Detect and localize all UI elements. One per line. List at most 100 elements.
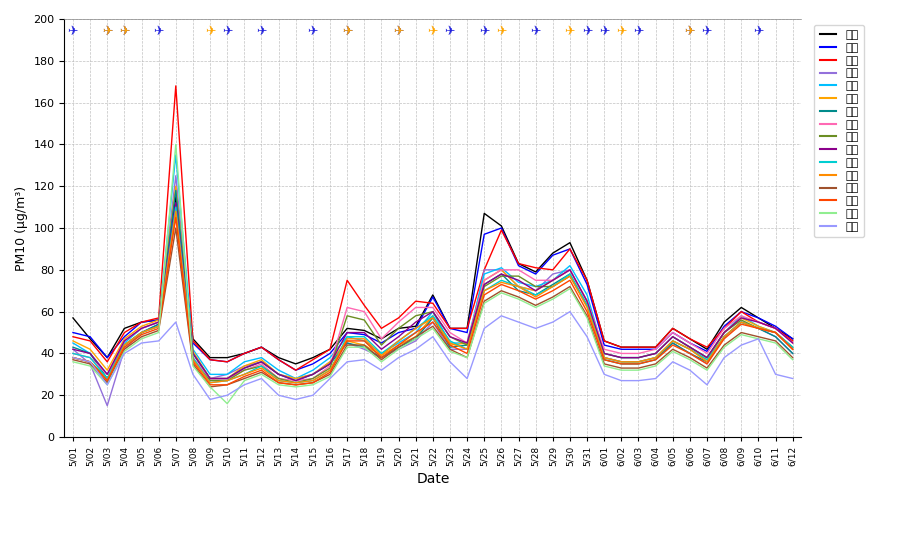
대전 (67, 338, 78, 344)
제주 (136, 340, 147, 346)
전북 (736, 332, 747, 338)
충남 (684, 344, 695, 350)
제주 (445, 359, 456, 365)
충북 (787, 350, 799, 357)
대전 (376, 352, 387, 359)
서울 (599, 338, 610, 344)
대전 (239, 363, 250, 369)
인천 (342, 277, 353, 284)
제주 (187, 371, 198, 377)
제주 (633, 377, 644, 384)
Text: ✈: ✈ (154, 25, 164, 38)
경북 (667, 338, 678, 344)
인천 (702, 344, 713, 350)
경북 (67, 350, 78, 357)
부산 (513, 266, 524, 273)
경북 (85, 354, 96, 361)
울산 (393, 325, 404, 332)
울산 (461, 342, 472, 348)
전북 (187, 363, 198, 369)
대구 (461, 340, 472, 346)
대전 (599, 354, 610, 361)
경기 (239, 350, 250, 357)
경북 (410, 325, 421, 332)
대구 (633, 354, 644, 361)
충북 (222, 375, 233, 382)
서울 (530, 269, 542, 275)
전남 (274, 379, 285, 386)
Line: 울산: 울산 (73, 211, 793, 383)
대구 (170, 200, 181, 206)
충북 (410, 336, 421, 342)
인천 (479, 266, 490, 273)
전남 (581, 313, 592, 319)
인천 (136, 319, 147, 325)
인천 (153, 314, 164, 321)
대전 (616, 359, 627, 365)
서울 (565, 239, 576, 246)
서울 (770, 325, 781, 332)
서울 (324, 346, 335, 352)
경북 (616, 359, 627, 365)
광주 (547, 287, 558, 294)
경기 (222, 359, 233, 365)
제주 (85, 359, 96, 365)
경남 (513, 284, 524, 290)
전북 (256, 371, 267, 377)
전북 (770, 340, 781, 346)
서울 (187, 336, 198, 342)
충북 (479, 281, 490, 288)
대구 (667, 334, 678, 340)
서울 (153, 317, 164, 323)
충북 (495, 271, 507, 277)
서울 (752, 314, 764, 321)
경남 (787, 346, 799, 352)
경기 (290, 367, 301, 374)
충북 (153, 321, 164, 327)
제주 (530, 325, 542, 332)
부산 (376, 336, 387, 342)
부산 (684, 340, 695, 346)
서울 (170, 193, 181, 200)
경북 (393, 338, 404, 344)
경기 (85, 334, 96, 340)
전남 (170, 225, 181, 231)
울산 (495, 273, 507, 279)
경남 (479, 287, 490, 294)
충남 (153, 319, 164, 325)
경기 (410, 325, 421, 332)
경북 (290, 379, 301, 386)
인천 (581, 277, 592, 284)
Text: ✈: ✈ (119, 25, 130, 38)
부산 (461, 340, 472, 346)
강원 (650, 354, 661, 361)
대구 (222, 375, 233, 382)
경북 (684, 346, 695, 352)
Line: 대전: 대전 (73, 186, 793, 378)
제주 (667, 359, 678, 365)
부산 (153, 319, 164, 325)
서울 (667, 325, 678, 332)
제주 (170, 319, 181, 325)
대전 (101, 367, 112, 374)
충북 (290, 377, 301, 384)
울산 (445, 334, 456, 340)
대전 (274, 371, 285, 377)
경기 (427, 294, 438, 300)
강원 (119, 346, 130, 352)
대구 (204, 375, 216, 382)
Line: 경기: 경기 (73, 203, 793, 370)
충북 (85, 350, 96, 357)
경기 (787, 336, 799, 342)
경남 (170, 208, 181, 214)
전남 (650, 361, 661, 367)
울산 (752, 325, 764, 332)
인천 (324, 346, 335, 352)
강원 (479, 266, 490, 273)
경기 (342, 329, 353, 336)
인천 (565, 246, 576, 252)
충북 (67, 344, 78, 350)
인천 (616, 344, 627, 350)
대전 (752, 323, 764, 329)
충남 (290, 375, 301, 382)
